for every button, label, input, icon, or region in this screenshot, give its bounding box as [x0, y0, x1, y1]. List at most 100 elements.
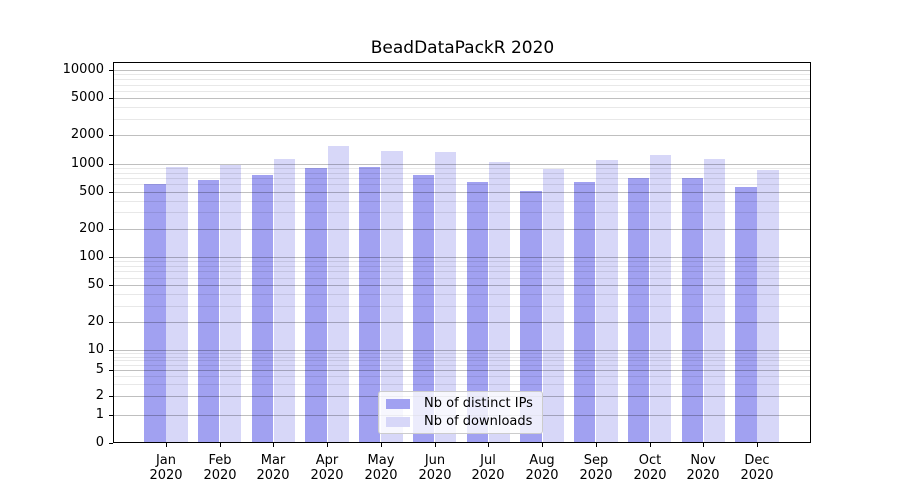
- gridline-major-5000: [113, 98, 811, 99]
- x-tick-mark-may: [381, 443, 382, 447]
- y-tick-mark-1: [109, 415, 113, 416]
- x-tick-label-month: Mar: [260, 453, 286, 468]
- x-tick-label-year: 2020: [364, 468, 398, 483]
- x-tick-mark-jan: [166, 443, 167, 447]
- x-tick-label-jan: Jan 2020: [134, 453, 198, 483]
- bar-distinct-ips-jun: [412, 174, 435, 442]
- x-tick-label-month: Oct: [638, 453, 662, 468]
- x-tick-mark-jun: [435, 443, 436, 447]
- y-tick-mark-1000: [109, 164, 113, 165]
- x-tick-label-year: 2020: [256, 468, 290, 483]
- y-tick-mark-100: [109, 257, 113, 258]
- y-tick-label-200: 200: [79, 221, 104, 236]
- legend-label-distinct-ips: Nb of distinct IPs: [424, 395, 533, 411]
- y-tick-mark-500: [109, 192, 113, 193]
- x-tick-mark-feb: [220, 443, 221, 447]
- x-tick-label-oct: Oct 2020: [618, 453, 682, 483]
- bar-downloads-apr: [327, 145, 349, 442]
- y-tick-mark-0: [109, 443, 113, 444]
- x-tick-label-may: May 2020: [349, 453, 413, 483]
- gridline-major-50: [113, 285, 811, 286]
- x-tick-label-year: 2020: [471, 468, 505, 483]
- x-tick-label-jul: Jul 2020: [456, 453, 520, 483]
- y-tick-label-5000: 5000: [70, 90, 104, 105]
- bar-downloads-jan: [166, 166, 188, 442]
- y-tick-label-20: 20: [87, 314, 104, 329]
- gridline-major-10: [113, 350, 811, 351]
- x-tick-label-jun: Jun 2020: [403, 453, 467, 483]
- bar-downloads-sep: [596, 159, 618, 442]
- x-tick-label-year: 2020: [686, 468, 720, 483]
- gridline-minor-4: [113, 376, 811, 377]
- x-tick-label-month: Jul: [480, 453, 496, 468]
- x-tick-mark-apr: [327, 443, 328, 447]
- y-tick-mark-200: [109, 229, 113, 230]
- x-tick-label-month: Feb: [208, 453, 232, 468]
- y-tick-label-1000: 1000: [70, 156, 104, 171]
- bar-downloads-oct: [650, 154, 672, 442]
- gridline-minor-6: [113, 365, 811, 366]
- gridline-major-100: [113, 257, 811, 258]
- legend-label-downloads: Nb of downloads: [424, 413, 533, 429]
- x-tick-label-apr: Apr 2020: [295, 453, 359, 483]
- x-tick-label-dec: Dec 2020: [725, 453, 789, 483]
- y-tick-label-1: 1: [95, 407, 104, 422]
- gridline-minor-3: [113, 384, 811, 385]
- gridline-minor-300: [113, 212, 811, 213]
- x-tick-label-year: 2020: [525, 468, 559, 483]
- x-tick-label-month: Dec: [744, 453, 770, 468]
- bar-distinct-ips-nov: [681, 178, 703, 442]
- x-tick-label-month: Sep: [583, 453, 609, 468]
- gridline-minor-40: [113, 294, 811, 295]
- x-tick-label-year: 2020: [203, 468, 237, 483]
- gridline-minor-60: [113, 278, 811, 279]
- bar-distinct-ips-apr: [305, 168, 327, 442]
- y-tick-mark-50: [109, 285, 113, 286]
- x-tick-label-aug: Aug 2020: [510, 453, 574, 483]
- bar-distinct-ips-feb: [197, 180, 220, 442]
- bar-distinct-ips-jan: [144, 184, 166, 442]
- bar-downloads-dec: [757, 169, 779, 442]
- legend-swatch-distinct-ips: [386, 398, 410, 409]
- gridline-minor-8000: [113, 79, 811, 80]
- gridline-minor-7: [113, 360, 811, 361]
- x-tick-label-year: 2020: [418, 468, 452, 483]
- x-tick-label-month: Nov: [690, 453, 716, 468]
- gridline-minor-7000: [113, 85, 811, 86]
- y-tick-label-100: 100: [79, 249, 104, 264]
- y-tick-mark-20: [109, 322, 113, 323]
- gridline-minor-4000: [113, 107, 811, 108]
- y-tick-label-2000: 2000: [70, 127, 104, 142]
- x-tick-mark-aug: [542, 443, 543, 447]
- bar-downloads-mar: [273, 159, 296, 442]
- x-tick-label-year: 2020: [633, 468, 667, 483]
- x-tick-mark-sep: [596, 443, 597, 447]
- gridline-minor-90: [113, 261, 811, 262]
- x-tick-label-feb: Feb 2020: [188, 453, 252, 483]
- x-tick-label-sep: Sep 2020: [564, 453, 628, 483]
- x-tick-label-month: Jan: [155, 453, 177, 468]
- legend-item-downloads: Nb of downloads: [386, 413, 542, 429]
- y-tick-mark-5000: [109, 98, 113, 99]
- bar-distinct-ips-jul: [466, 182, 488, 442]
- bar-downloads-jun: [435, 152, 457, 442]
- gridline-major-200: [113, 229, 811, 230]
- gridline-major-20: [113, 322, 811, 323]
- y-tick-label-10000: 10000: [62, 62, 104, 77]
- x-tick-label-month: Apr: [315, 453, 339, 468]
- gridline-major-2000: [113, 135, 811, 136]
- gridline-minor-9: [113, 353, 811, 354]
- x-tick-label-nov: Nov 2020: [671, 453, 735, 483]
- bar-downloads-aug: [542, 168, 564, 442]
- gridline-minor-6000: [113, 91, 811, 92]
- gridline-minor-800: [113, 173, 811, 174]
- x-tick-mark-mar: [273, 443, 274, 447]
- x-tick-label-year: 2020: [310, 468, 344, 483]
- y-tick-label-5: 5: [95, 362, 104, 377]
- y-tick-mark-2000: [109, 135, 113, 136]
- y-tick-label-2: 2: [95, 388, 104, 403]
- gridline-minor-900: [113, 168, 811, 169]
- bar-downloads-nov: [703, 159, 726, 442]
- y-tick-label-10: 10: [87, 342, 104, 357]
